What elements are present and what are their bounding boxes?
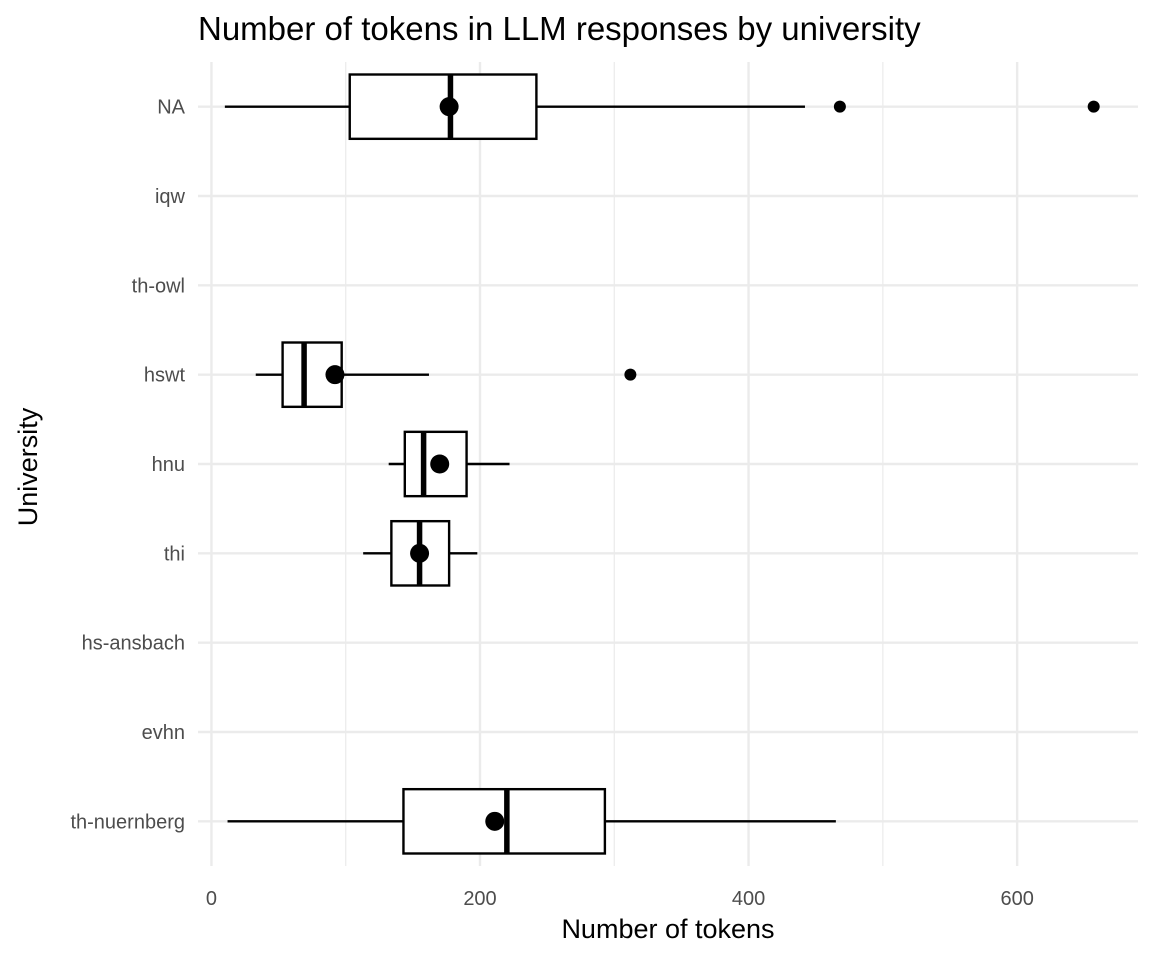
- mean-point: [410, 543, 430, 563]
- boxplot-NA: [224, 73, 1100, 141]
- y-tick-label: NA: [157, 97, 185, 119]
- outlier-point: [833, 100, 846, 113]
- boxplot-hnu: [388, 430, 510, 498]
- y-tick-label: hswt: [144, 365, 186, 387]
- x-axis-ticks: 0 200 400 600: [206, 888, 1034, 910]
- y-tick-label: hnu: [152, 454, 185, 476]
- boxplot-th-nuernberg: [227, 787, 836, 855]
- y-axis-ticks: th-nuernberg evhn hs-ansbach thi hnu hswt th-o…: [70, 97, 185, 834]
- boxplots: [224, 73, 1100, 855]
- outlier-point: [624, 368, 637, 381]
- mean-point: [325, 365, 345, 385]
- y-tick-label: hs-ansbach: [82, 633, 185, 655]
- iqr-box: [403, 430, 468, 498]
- x-tick-label: 400: [732, 888, 765, 910]
- mean-point: [430, 454, 450, 474]
- y-tick-label: iqw: [155, 186, 186, 208]
- y-tick-label: th-owl: [132, 275, 185, 297]
- grid: [198, 62, 1138, 866]
- mean-point: [439, 97, 459, 117]
- chart-title: Number of tokens in LLM responses by uni…: [198, 10, 921, 47]
- x-tick-label: 0: [206, 888, 217, 910]
- x-axis-title: Number of tokens: [561, 914, 774, 944]
- x-tick-label: 200: [463, 888, 496, 910]
- outlier-point: [1087, 100, 1100, 113]
- boxplot-hswt: [255, 341, 637, 409]
- y-tick-label: thi: [164, 543, 185, 565]
- boxplot-thi: [363, 519, 478, 587]
- y-tick-label: evhn: [142, 722, 185, 744]
- mean-point: [485, 811, 505, 831]
- y-axis-title: University: [13, 407, 43, 526]
- y-tick-label: th-nuernberg: [70, 811, 185, 833]
- x-tick-label: 600: [1000, 888, 1033, 910]
